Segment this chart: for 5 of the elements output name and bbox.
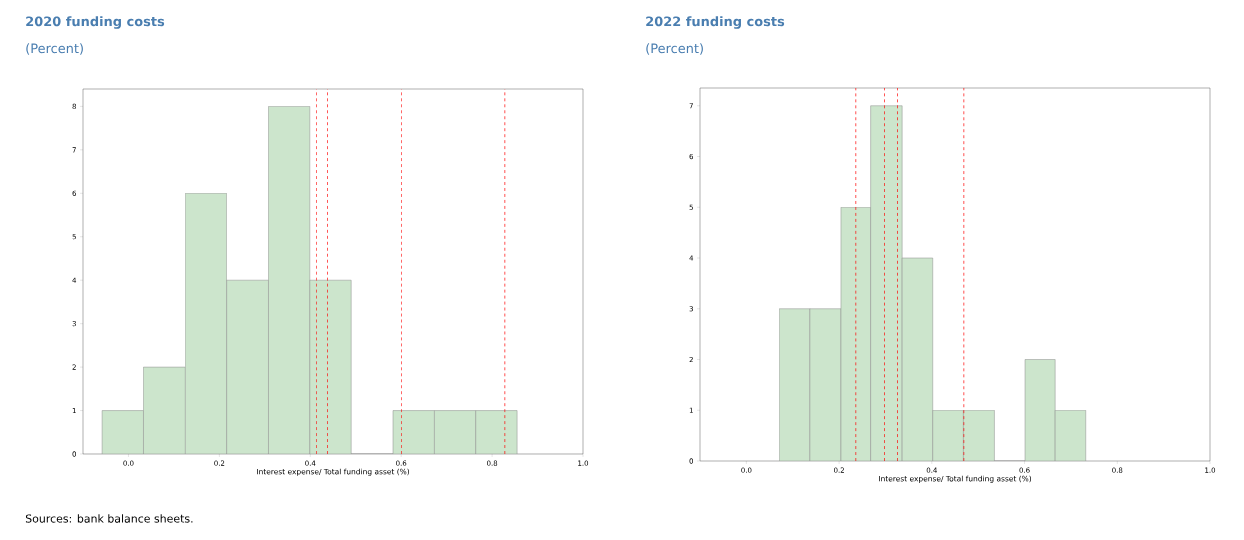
- chart-title: 2020 funding costs: [26, 16, 165, 29]
- chart-subtitle: (Percent): [26, 43, 83, 55]
- chart-title: 2022 funding costs: [646, 16, 785, 29]
- chart-subtitle: (Percent): [646, 43, 703, 55]
- source-note: Sources: bank balance sheets.: [25, 514, 193, 523]
